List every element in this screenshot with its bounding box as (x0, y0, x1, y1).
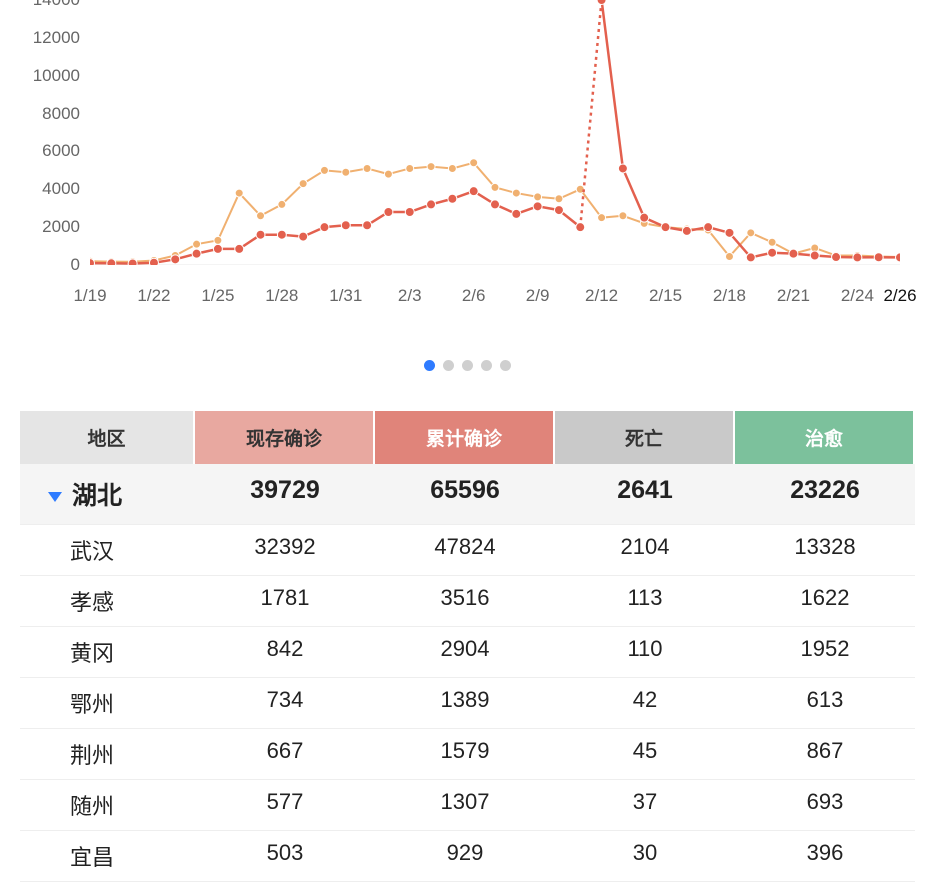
table-cell: 65596 (375, 464, 555, 524)
table-header-cell: 累计确诊 (375, 411, 553, 464)
pager-dot[interactable] (500, 360, 511, 371)
table-row: 宜昌50392930396 (20, 831, 915, 882)
data-table: 地区现存确诊累计确诊死亡治愈 湖北3972965596264123226武汉32… (20, 411, 915, 882)
x-tick-label: 2/24 (841, 286, 874, 306)
table-cell: 577 (195, 780, 375, 830)
table-cell: 2104 (555, 525, 735, 575)
table-row: 随州577130737693 (20, 780, 915, 831)
x-tick-label: 2/21 (777, 286, 810, 306)
pager-dot[interactable] (481, 360, 492, 371)
y-tick-label: 12000 (33, 28, 80, 48)
table-cell: 113 (555, 576, 735, 626)
pager-dot[interactable] (462, 360, 473, 371)
table-header-cell: 治愈 (735, 411, 913, 464)
table-row: 武汉3239247824210413328 (20, 525, 915, 576)
table-cell: 2904 (375, 627, 555, 677)
x-tick-label: 1/28 (265, 286, 298, 306)
y-tick-label: 6000 (42, 141, 80, 161)
table-cell: 随州 (20, 780, 195, 830)
table-cell: 3516 (375, 576, 555, 626)
table-cell: 1307 (375, 780, 555, 830)
x-tick-label: 2/6 (462, 286, 486, 306)
x-axis-labels: 1/191/221/251/281/312/32/62/92/122/152/1… (90, 282, 915, 310)
table-cell: 613 (735, 678, 915, 728)
table-cell: 荆州 (20, 729, 195, 779)
table-row: 鄂州734138942613 (20, 678, 915, 729)
table-cell: 宜昌 (20, 831, 195, 881)
x-tick-label: 1/31 (329, 286, 362, 306)
y-axis-labels: 02000400060008000100001200014000 (20, 0, 80, 265)
table-cell: 39729 (195, 464, 375, 524)
table-cell: 1622 (735, 576, 915, 626)
x-tick-label: 1/22 (137, 286, 170, 306)
table-cell: 693 (735, 780, 915, 830)
table-cell: 13328 (735, 525, 915, 575)
table-cell: 667 (195, 729, 375, 779)
x-tick-label: 1/19 (73, 286, 106, 306)
table-cell: 1579 (375, 729, 555, 779)
y-tick-label: 8000 (42, 104, 80, 124)
y-tick-label: 0 (71, 255, 80, 275)
table-header-cell: 现存确诊 (195, 411, 373, 464)
x-tick-label: 2/3 (398, 286, 422, 306)
table-cell: 42 (555, 678, 735, 728)
table-row-province[interactable]: 湖北3972965596264123226 (20, 464, 915, 525)
chart-area: 02000400060008000100001200014000 1/191/2… (90, 0, 915, 310)
x-tick-label: 2/18 (713, 286, 746, 306)
table-cell: 黄冈 (20, 627, 195, 677)
table-cell: 1952 (735, 627, 915, 677)
chart-svg (90, 0, 900, 265)
table-cell: 45 (555, 729, 735, 779)
table-cell: 110 (555, 627, 735, 677)
chart-container: 0 2000 4000 6000 8000 10000 12000 14000 1/19 1/2… (0, 0, 935, 330)
table-cell: 867 (735, 729, 915, 779)
table-body: 湖北3972965596264123226武汉32392478242104133… (20, 464, 915, 882)
pager-dots (0, 360, 935, 371)
table-cell: 30 (555, 831, 735, 881)
table-cell: 929 (375, 831, 555, 881)
table-row: 孝感178135161131622 (20, 576, 915, 627)
x-tick-label: 2/26 (883, 286, 916, 306)
table-cell: 734 (195, 678, 375, 728)
table-cell: 1781 (195, 576, 375, 626)
table-cell: 湖北 (20, 464, 195, 524)
x-tick-label: 2/9 (526, 286, 550, 306)
table-cell: 武汉 (20, 525, 195, 575)
table-cell: 842 (195, 627, 375, 677)
table-header-cell: 地区 (20, 411, 193, 464)
x-tick-label: 2/12 (585, 286, 618, 306)
table-cell: 孝感 (20, 576, 195, 626)
table-cell: 47824 (375, 525, 555, 575)
table-cell: 396 (735, 831, 915, 881)
pager-dot[interactable] (424, 360, 435, 371)
table-header-cell: 死亡 (555, 411, 733, 464)
table-cell: 2641 (555, 464, 735, 524)
y-tick-label: 10000 (33, 66, 80, 86)
table-cell: 23226 (735, 464, 915, 524)
expand-icon[interactable] (48, 492, 62, 502)
x-tick-label: 1/25 (201, 286, 234, 306)
table-header-row: 地区现存确诊累计确诊死亡治愈 (20, 411, 915, 464)
x-tick-label: 2/15 (649, 286, 682, 306)
table-row: 荆州667157945867 (20, 729, 915, 780)
y-tick-label: 2000 (42, 217, 80, 237)
table-cell: 32392 (195, 525, 375, 575)
table-cell: 鄂州 (20, 678, 195, 728)
y-tick-label: 4000 (42, 179, 80, 199)
table-cell: 37 (555, 780, 735, 830)
y-tick-label: 14000 (33, 0, 80, 10)
table-cell: 503 (195, 831, 375, 881)
table-row: 黄冈84229041101952 (20, 627, 915, 678)
pager-dot[interactable] (443, 360, 454, 371)
table-cell: 1389 (375, 678, 555, 728)
